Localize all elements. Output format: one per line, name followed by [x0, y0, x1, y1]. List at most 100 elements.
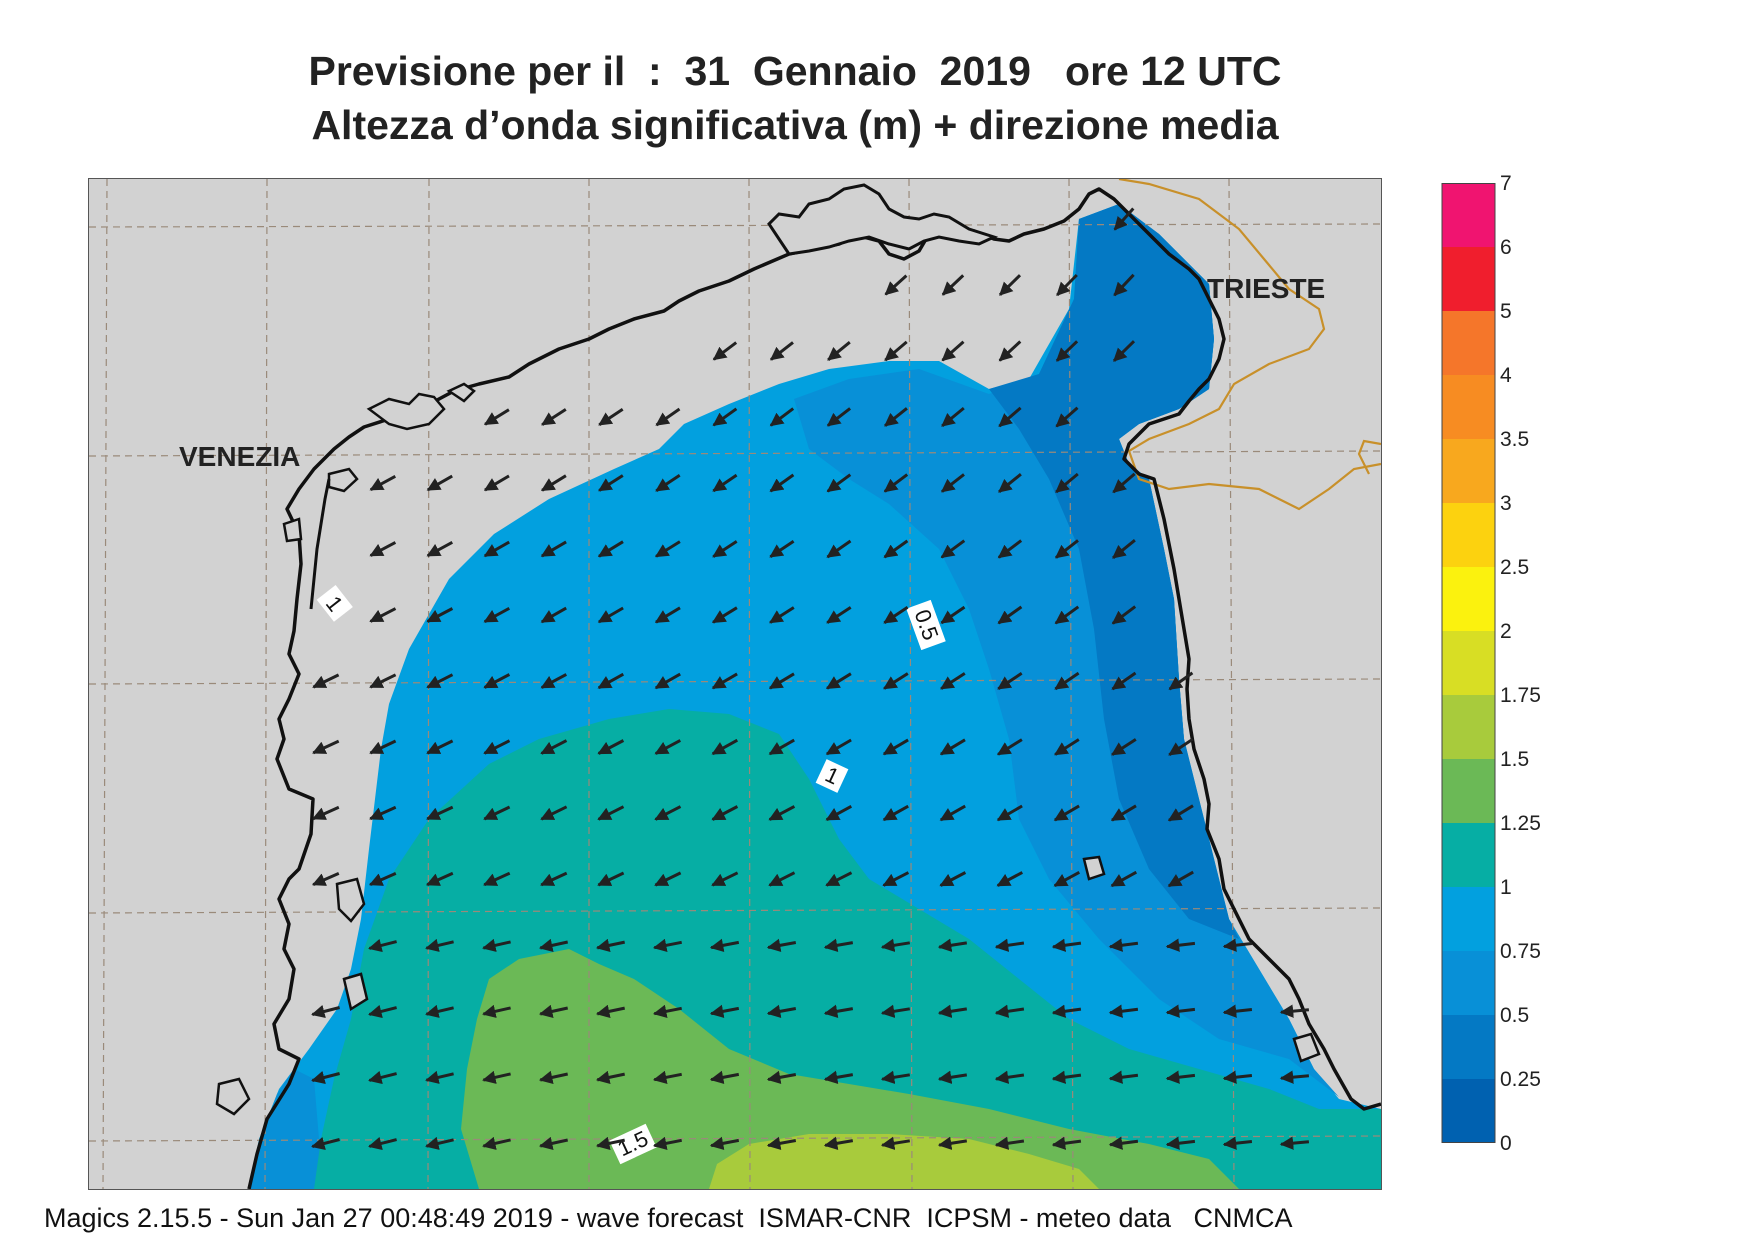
wave-direction-arrow: [540, 871, 568, 887]
wave-direction-arrow: [368, 1070, 397, 1085]
colorbar: [1441, 183, 1496, 1143]
wave-direction-arrow: [425, 1136, 454, 1150]
wave-direction-arrow: [368, 1136, 397, 1151]
wave-direction-arrow: [826, 606, 852, 624]
wave-direction-arrow: [482, 938, 511, 952]
wave-direction-arrow: [768, 871, 796, 887]
wave-direction-arrow: [826, 539, 852, 559]
wave-direction-arrow: [1054, 671, 1080, 691]
wave-direction-arrow: [769, 407, 795, 427]
wave-direction-arrow: [994, 1004, 1025, 1018]
wave-direction-arrow: [766, 938, 797, 952]
colorbar-swatch: [1442, 823, 1495, 888]
lagoon-islands: [215, 382, 1321, 1116]
colorbar-label: 3: [1500, 492, 1512, 515]
wave-direction-arrow: [883, 539, 909, 559]
wave-direction-arrow: [937, 1070, 968, 1084]
wave-direction-arrow: [1222, 1070, 1253, 1084]
colorbar-swatch: [1442, 567, 1495, 632]
wave-direction-arrow: [654, 739, 682, 755]
wave-direction-arrow: [654, 540, 681, 558]
wave-direction-arrow: [769, 606, 795, 624]
country-border: [1118, 179, 1381, 511]
wave-direction-arrow: [826, 407, 852, 427]
wave-direction-arrow: [369, 474, 397, 492]
wave-direction-arrow: [369, 739, 397, 755]
wave-direction-arrow: [597, 540, 624, 558]
wave-direction-arrow: [1113, 207, 1135, 231]
wave-direction-arrow: [483, 408, 510, 426]
wave-direction-arrow: [540, 606, 567, 624]
wave-direction-arrow: [880, 1136, 911, 1150]
wave-direction-arrow: [709, 1004, 740, 1018]
wave-direction-arrow: [312, 673, 340, 689]
wave-direction-arrow: [709, 938, 740, 952]
wave-direction-arrow: [1222, 938, 1253, 952]
wave-forecast-map: 1 0.5 1 1.5 VENEZIA TRIESTE: [88, 178, 1382, 1190]
wave-direction-arrow: [823, 1004, 854, 1018]
wave-direction-arrow: [1051, 938, 1082, 952]
colorbar-swatch: [1442, 951, 1495, 1016]
wave-direction-arrow: [311, 872, 340, 886]
wave-direction-arrow: [1054, 738, 1080, 756]
wave-direction-arrow: [826, 473, 852, 493]
wave-direction-arrow: [823, 938, 854, 952]
wave-direction-arrow: [941, 274, 965, 296]
wave-direction-arrow: [426, 673, 454, 689]
wave-direction-arrow: [1168, 671, 1194, 691]
wave-direction-arrow: [1113, 273, 1135, 297]
wave-direction-arrow: [884, 274, 908, 296]
wave-direction-arrow: [655, 407, 681, 427]
wave-direction-arrow: [597, 739, 625, 755]
wave-direction-arrow: [996, 804, 1023, 822]
wave-direction-arrow: [711, 672, 738, 690]
wave-direction-arrow: [766, 1070, 797, 1084]
colorbar-label: 1: [1500, 876, 1512, 899]
wave-direction-arrow: [1279, 1070, 1310, 1084]
wave-direction-arrow: [538, 1004, 569, 1018]
wave-direction-arrow: [823, 1136, 854, 1150]
wave-direction-arrow: [654, 871, 682, 887]
wave-direction-arrow: [540, 805, 568, 821]
wave-direction-arrow: [1112, 340, 1136, 362]
wave-direction-arrow: [538, 1070, 569, 1084]
wave-direction-arrow: [598, 407, 624, 427]
wave-direction-arrow: [538, 1136, 569, 1150]
colorbar-label: 1.25: [1500, 812, 1541, 835]
wave-direction-arrow: [768, 805, 796, 821]
wave-direction-arrow: [883, 473, 909, 493]
wave-direction-arrow: [940, 605, 966, 625]
wave-direction-arrow: [883, 672, 909, 690]
wave-direction-arrow: [825, 738, 852, 756]
wave-direction-arrow: [1110, 870, 1138, 888]
wave-direction-arrow: [540, 673, 568, 689]
wave-direction-arrow: [368, 938, 397, 953]
colorbar-swatch: [1442, 1079, 1495, 1143]
country-border-2: [1357, 439, 1381, 475]
wave-direction-arrow: [426, 540, 454, 558]
wave-direction-arrow: [368, 872, 397, 886]
wave-direction-arrow: [711, 805, 739, 821]
sea-band-0.5-0.75: [249, 1069, 339, 1189]
colorbar-label: 3.5: [1500, 428, 1530, 451]
colorbar-label: 4: [1500, 364, 1512, 387]
wave-direction-arrow: [880, 1004, 911, 1018]
wave-direction-arrow: [369, 607, 397, 623]
wave-direction-arrow: [654, 606, 681, 624]
wave-direction-arrow: [595, 1136, 626, 1150]
wave-direction-arrow: [652, 938, 682, 952]
wave-direction-arrow: [1165, 1070, 1196, 1084]
wave-direction-arrow: [823, 1070, 854, 1084]
wave-direction-arrow: [939, 738, 966, 756]
wave-direction-arrow: [1279, 1004, 1310, 1018]
wave-direction-arrow: [595, 1004, 626, 1018]
wave-direction-arrow: [1111, 605, 1137, 625]
wave-direction-arrow: [597, 805, 625, 821]
wave-direction-arrow: [825, 871, 853, 887]
wave-direction-arrow: [482, 1136, 511, 1150]
wave-direction-arrow: [595, 1070, 626, 1084]
wave-direction-arrow: [1111, 671, 1137, 691]
wave-direction-arrow: [540, 540, 567, 558]
wave-direction-arrow: [883, 605, 909, 625]
wave-direction-arrow: [769, 539, 795, 559]
